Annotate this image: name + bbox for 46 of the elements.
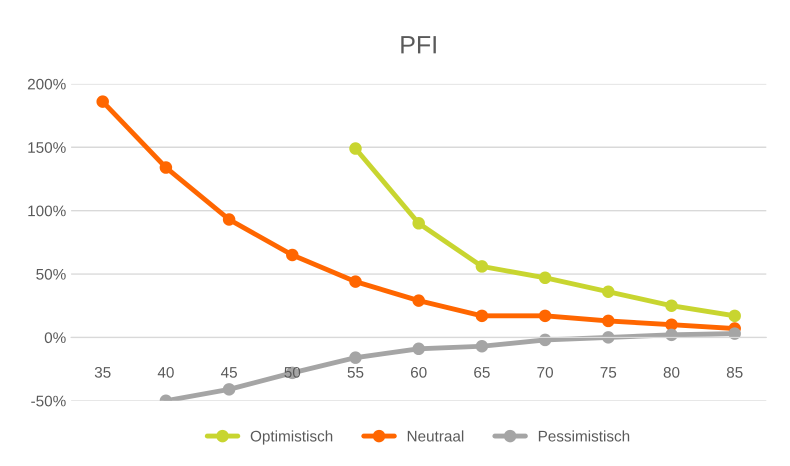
point — [476, 310, 488, 322]
y-tick-label: -50% — [31, 396, 66, 406]
point — [665, 299, 678, 312]
x-tick-label: 35 — [94, 366, 111, 378]
point — [665, 328, 678, 342]
x-tick-label: 80 — [664, 366, 680, 378]
x-tick-label: 70 — [537, 366, 553, 378]
x-tick-label: 45 — [220, 367, 237, 378]
point — [349, 142, 362, 155]
point — [412, 217, 425, 230]
point — [728, 327, 741, 340]
x-tick-label: 65 — [474, 366, 490, 378]
point — [412, 294, 425, 307]
legend-label: Neutraal — [408, 430, 464, 442]
point — [538, 272, 552, 284]
point — [728, 310, 741, 322]
point — [602, 286, 615, 298]
x-tick-label: 40 — [158, 366, 174, 378]
y-tick-label: 200% — [28, 78, 66, 90]
point — [222, 213, 236, 226]
point — [222, 383, 236, 396]
x-tick-label: 85 — [726, 366, 743, 378]
legend-label: Optimistisch — [250, 430, 332, 445]
y-tick-label: 100% — [28, 206, 66, 216]
point — [96, 95, 109, 108]
chart-title: PFI — [401, 36, 436, 54]
y-tick-label: 150% — [28, 142, 66, 153]
point — [160, 161, 172, 174]
point — [286, 248, 299, 262]
x-tick-label: 50 — [284, 366, 300, 378]
x-tick-label: 55 — [348, 367, 364, 378]
point — [602, 314, 615, 328]
point — [349, 351, 362, 364]
legend-label: Pessimistisch — [538, 430, 630, 442]
point — [476, 340, 488, 353]
x-tick-label: 75 — [600, 367, 616, 378]
y-tick-label: 50% — [36, 268, 66, 280]
point — [538, 334, 552, 346]
x-tick-label: 60 — [410, 366, 427, 378]
point — [665, 318, 678, 331]
y-tick-label: 0% — [44, 332, 66, 344]
point — [602, 331, 615, 344]
point — [538, 310, 552, 322]
point — [412, 342, 425, 356]
point — [476, 260, 488, 273]
point — [349, 275, 362, 288]
